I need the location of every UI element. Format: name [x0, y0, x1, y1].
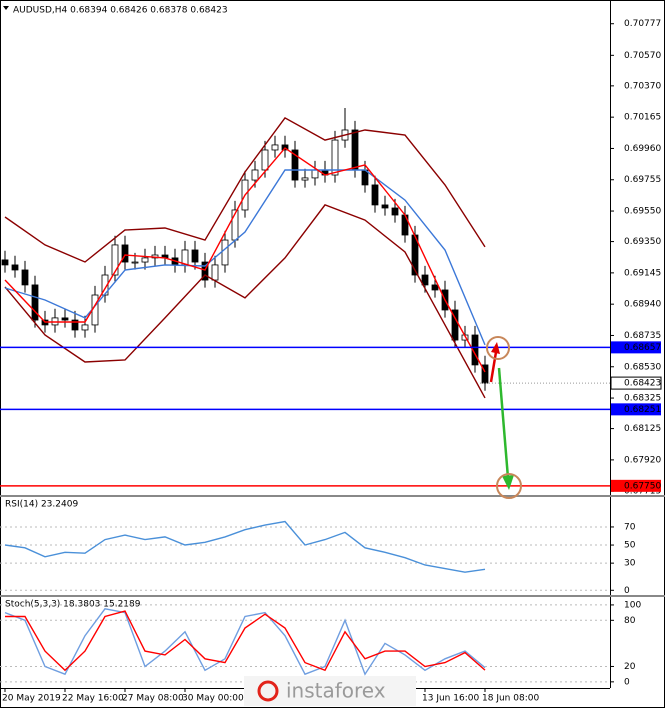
candle-body — [291, 149, 299, 181]
level-label: 0.68657 — [624, 343, 661, 353]
up-arrow — [489, 351, 498, 383]
y-tick-label: 50 — [624, 541, 636, 551]
y-tick-label: 0.70570 — [624, 51, 661, 61]
x-tick-label: 27 May 08:00 — [122, 694, 184, 704]
down-arrow — [497, 367, 510, 479]
y-tick-label: 0 — [624, 677, 630, 687]
y-tick-label: 0.70370 — [624, 81, 661, 91]
candle-body — [371, 184, 379, 206]
x-tick-label: 18 Jun 08:00 — [482, 694, 539, 704]
candle-body — [391, 207, 399, 216]
line-series — [4, 520, 486, 573]
candle-body — [351, 129, 359, 171]
level-label-box — [611, 479, 661, 492]
y-tick-label: 0 — [624, 586, 630, 596]
watermark-box — [244, 676, 416, 706]
panel-title: Stoch(5,3,3) 18.3803 15.2189 — [5, 600, 141, 610]
y-tick-label: 0.69145 — [624, 268, 661, 278]
watermark-logo — [257, 680, 279, 702]
watermark-text: instaforex — [286, 679, 386, 703]
y-tick-label: 20 — [624, 662, 636, 672]
candle-body — [71, 319, 79, 331]
candle-body — [451, 309, 459, 341]
candle-body — [251, 169, 259, 181]
y-tick-label: 0.69350 — [624, 237, 661, 247]
line-series — [4, 147, 486, 373]
level-label-box — [611, 403, 661, 416]
y-tick-label: 70 — [624, 522, 636, 532]
candle-body — [21, 269, 29, 286]
y-tick-label: 0.68530 — [624, 362, 661, 372]
down-arrow-head — [502, 475, 514, 490]
y-tick-label: 30 — [624, 559, 636, 569]
candle-body — [31, 284, 39, 321]
y-tick-label: 0.67920 — [624, 455, 661, 465]
candle-body — [211, 264, 219, 281]
y-tick-label: 80 — [624, 616, 636, 626]
line-series — [4, 608, 486, 676]
y-tick-label: 0.68125 — [624, 424, 661, 434]
y-tick-label: 0.69960 — [624, 144, 661, 154]
up-arrow-head — [491, 342, 500, 354]
y-tick-label: 0.69550 — [624, 207, 661, 217]
level-label: 0.67750 — [624, 481, 661, 491]
line-series — [4, 116, 486, 263]
candle-body — [271, 144, 279, 151]
x-tick-label: 13 Jun 16:00 — [422, 694, 479, 704]
candle-body — [311, 169, 319, 179]
last-price-box — [610, 376, 662, 390]
candle-body — [221, 239, 229, 266]
panel-title: RSI(14) 23.2409 — [5, 500, 78, 510]
menu-icon[interactable] — [3, 6, 9, 10]
candle-body — [421, 274, 429, 286]
annotations — [486, 336, 522, 499]
y-tick-label: 0.70777 — [624, 19, 661, 29]
candle-body — [131, 261, 139, 264]
target-circle — [496, 473, 522, 499]
candle-body — [481, 364, 489, 384]
candle-body — [431, 284, 439, 291]
level-label: 0.68251 — [624, 405, 661, 415]
candle-body — [1, 259, 9, 266]
line-series — [4, 204, 486, 399]
x-tick-label: 30 May 00:00 — [182, 694, 244, 704]
y-tick-label: 0.69755 — [624, 175, 661, 185]
level-label-box — [611, 341, 661, 354]
x-tick-label: 20 May 2019 — [2, 694, 61, 704]
candle-body — [121, 244, 129, 263]
panel-title: AUDUSD,H4 0.68394 0.68426 0.68378 0.6842… — [13, 6, 228, 16]
candle-body — [141, 257, 149, 263]
watermark: instaforex — [244, 676, 416, 706]
y-tick-label: 0.68735 — [624, 331, 661, 341]
candle-body — [111, 244, 119, 276]
candle-body — [81, 324, 89, 331]
candle-body — [191, 249, 199, 263]
candle-body — [11, 264, 19, 271]
y-tick-label: 0.68940 — [624, 300, 661, 310]
candle-body — [381, 204, 389, 209]
candle-body — [201, 261, 209, 281]
y-tick-label: 0.68325 — [624, 394, 661, 404]
candle-body — [61, 317, 69, 321]
y-tick-label: 0.70165 — [624, 113, 661, 123]
line-series — [5, 610, 486, 672]
y-tick-label: 100 — [624, 600, 641, 610]
target-circle — [486, 336, 510, 360]
x-tick-label: 22 May 16:00 — [62, 694, 124, 704]
candle-body — [301, 177, 309, 181]
candle-body — [261, 149, 269, 171]
last-price-label: 0.68423 — [624, 379, 661, 389]
line-series — [4, 169, 486, 346]
candle-body — [331, 139, 339, 176]
